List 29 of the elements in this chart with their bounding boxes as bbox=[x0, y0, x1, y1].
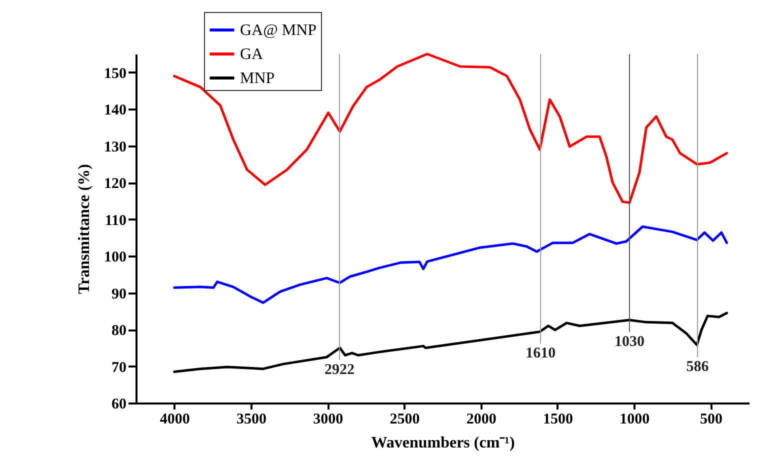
ref-line-label: 1610 bbox=[526, 346, 556, 362]
y-tick-label: 70 bbox=[112, 360, 126, 376]
y-tick-label: 90 bbox=[112, 286, 126, 302]
ref-line-label: 2922 bbox=[324, 362, 355, 378]
legend-label: GA bbox=[240, 46, 264, 63]
y-tick-label: 110 bbox=[104, 212, 126, 229]
y-axis-title: Transmittance (%) bbox=[76, 164, 93, 294]
y-tick-label: 100 bbox=[104, 250, 126, 266]
x-tick-label: 1500 bbox=[542, 412, 573, 428]
y-tick-label: 60 bbox=[112, 396, 126, 412]
x-tick-label: 1000 bbox=[620, 412, 650, 428]
y-tick-label: 130 bbox=[104, 139, 126, 156]
legend-label: MNP bbox=[240, 70, 275, 87]
x-axis-title: Wavenumbers (cm⁻¹) bbox=[371, 434, 515, 452]
x-tick-label: 500 bbox=[700, 412, 722, 428]
y-tick-label: 150 bbox=[104, 66, 126, 82]
y-tick-label: 140 bbox=[104, 102, 126, 119]
x-tick-label: 3000 bbox=[313, 412, 344, 428]
y-tick-label: 80 bbox=[112, 323, 126, 340]
y-tick-label: 120 bbox=[104, 176, 126, 192]
ref-line-label: 586 bbox=[686, 358, 710, 375]
x-tick-label: 2500 bbox=[390, 412, 420, 428]
line-series bbox=[173, 312, 728, 374]
x-tick-label: 4000 bbox=[160, 412, 190, 428]
ref-line-label: 1030 bbox=[614, 334, 644, 350]
line-series bbox=[173, 225, 728, 304]
x-tick-label: 2000 bbox=[466, 412, 496, 428]
x-tick-label: 3500 bbox=[236, 412, 266, 428]
legend-label: GA@ MNP bbox=[240, 22, 317, 39]
